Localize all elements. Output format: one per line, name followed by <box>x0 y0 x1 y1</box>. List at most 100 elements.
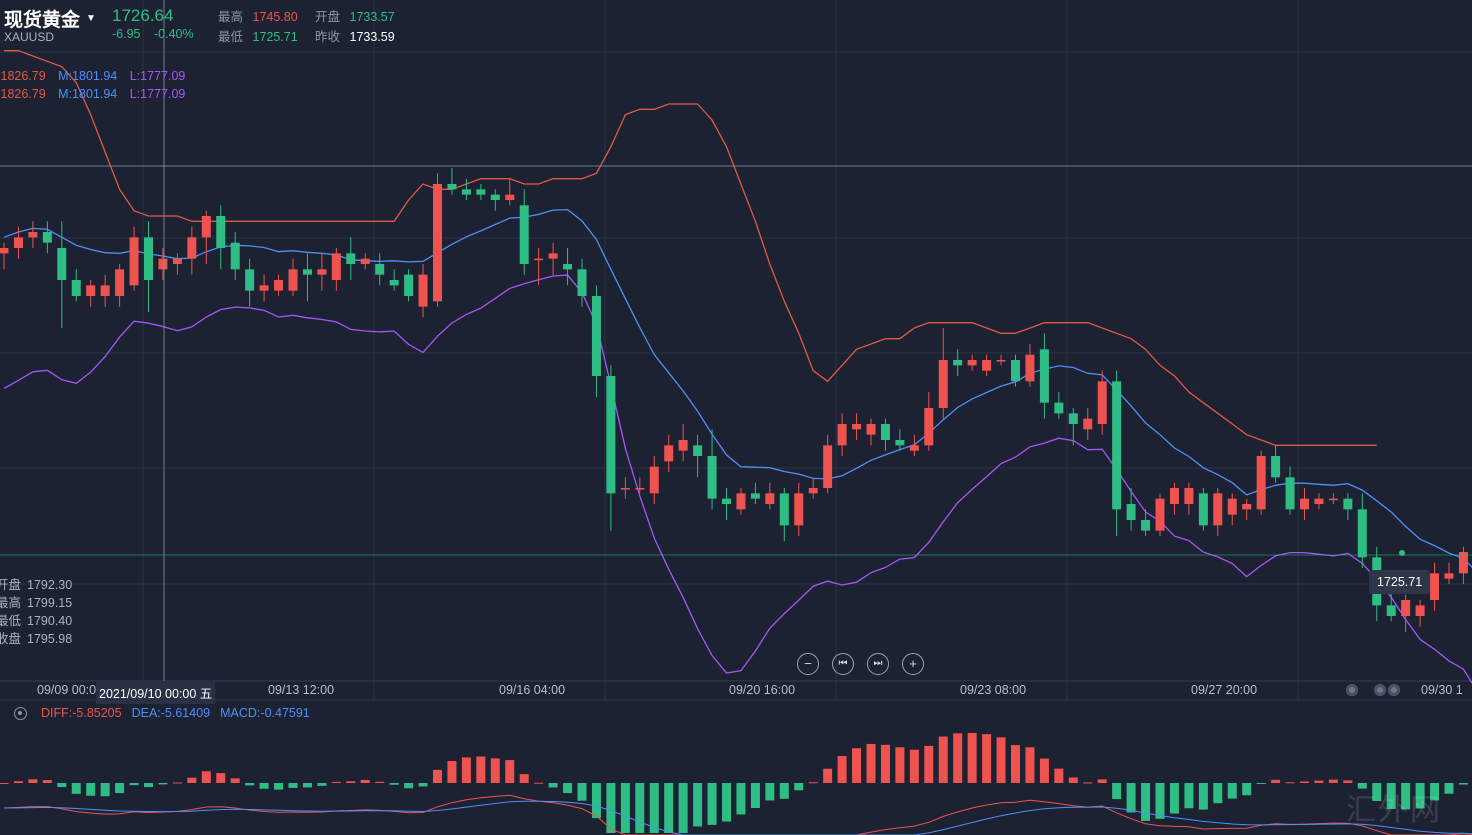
macd-bar <box>649 783 659 833</box>
candle-body <box>57 248 67 280</box>
macd-bar <box>1213 783 1223 804</box>
candle-body <box>895 440 905 446</box>
candle-body <box>1300 498 1309 510</box>
candle-body <box>100 285 110 296</box>
last-price-dot <box>1399 550 1405 556</box>
candle-body <box>996 360 1006 362</box>
candle-body <box>1083 418 1093 430</box>
candle-body <box>823 445 833 488</box>
macd-bar <box>519 774 529 783</box>
candle-body <box>866 424 876 435</box>
macd-bar <box>563 783 573 794</box>
scroll-end-button[interactable]: ⏭ <box>867 653 889 675</box>
candle-body <box>360 258 370 264</box>
macd-bar <box>274 783 284 790</box>
instrument-symbol: XAUUSD <box>4 30 55 44</box>
macd-bar <box>346 781 356 783</box>
settings-gear-icon[interactable] <box>14 706 27 720</box>
macd-bar <box>1227 783 1237 799</box>
candle-body <box>707 456 717 499</box>
ohlc-high: 最高 1799.15 <box>0 592 72 611</box>
candle-body <box>837 424 847 446</box>
macd-bar <box>982 734 992 783</box>
candle-body <box>1256 456 1266 510</box>
macd-bar <box>389 783 399 785</box>
macd-bar <box>967 733 977 783</box>
ohlc-open-label: 开盘 <box>0 578 22 592</box>
macd-bar <box>1285 782 1295 784</box>
scroll-dot-button[interactable] <box>1346 684 1358 696</box>
macd-bar <box>1198 783 1208 810</box>
macd-bar <box>1256 783 1266 784</box>
macd-bar <box>1011 745 1020 783</box>
candle-body <box>1430 573 1440 600</box>
candle-body <box>852 424 862 430</box>
candle-body <box>649 466 659 494</box>
macd-bar <box>230 778 240 783</box>
candle-body <box>1198 493 1208 526</box>
ohlc-close-label: 收盘 <box>0 632 22 646</box>
boll-lower-value: L:1777.09 <box>129 69 186 83</box>
macd-bar <box>1401 783 1411 810</box>
candle-body <box>808 488 818 494</box>
bollinger-bands <box>3 50 1472 685</box>
macd-bar <box>1039 758 1049 783</box>
macd-bar <box>909 749 919 783</box>
macd-bar <box>505 760 515 783</box>
macd-diff: DIFF:-5.85205 <box>41 706 122 720</box>
candle-body <box>548 253 558 259</box>
caret-down-icon: ▼ <box>86 13 96 24</box>
ohlc-high-label: 最高 <box>0 596 22 610</box>
macd-bar <box>201 771 211 783</box>
macd-bar <box>693 783 703 827</box>
candle-body <box>1097 381 1107 424</box>
macd-bar <box>548 783 558 788</box>
macd-bar <box>678 783 688 833</box>
macd-bar <box>1112 783 1122 800</box>
candle-body <box>375 264 385 275</box>
macd-bar <box>866 743 876 783</box>
macd-diff-line <box>3 794 1472 835</box>
candle-body <box>880 424 890 440</box>
macd-bar <box>490 758 500 783</box>
macd-bar <box>1300 781 1309 783</box>
candle-body <box>678 440 688 451</box>
candle-body <box>1054 402 1064 414</box>
boll-mid-line <box>3 208 1472 569</box>
stat-open-value: 1733.57 <box>349 10 395 24</box>
candle-body <box>404 274 414 296</box>
macd-bar <box>1430 783 1440 801</box>
macd-bar <box>1155 783 1165 819</box>
candle-body <box>288 269 298 291</box>
candle-body <box>591 296 601 376</box>
boll-mid-value: M:1801.94 <box>58 87 118 101</box>
macd-bar <box>86 783 96 796</box>
candle-body <box>418 274 428 307</box>
macd-bar <box>13 781 23 783</box>
macd-bar <box>1328 779 1338 783</box>
scroll-dot-button[interactable] <box>1388 684 1400 696</box>
macd-bar <box>476 756 486 783</box>
macd-bar <box>577 783 587 801</box>
macd-bar <box>1444 783 1454 794</box>
ohlc-low-value: 1790.40 <box>27 614 73 628</box>
macd-dea: DEA:-5.61409 <box>131 706 211 720</box>
candle-body <box>144 237 153 280</box>
candle-body <box>1039 349 1049 403</box>
macd-bar <box>1184 783 1194 809</box>
zoom-out-button[interactable]: − <box>797 653 819 675</box>
scroll-start-button[interactable]: ⏮ <box>832 653 854 675</box>
candle-body <box>1386 605 1396 616</box>
zoom-in-button[interactable]: + <box>902 653 924 675</box>
macd-bar <box>794 783 804 791</box>
macd-bar <box>591 783 601 819</box>
macd-bar <box>823 768 833 783</box>
stat-high-label: 最高 <box>218 10 244 24</box>
stat-low-label: 最低 <box>218 30 244 44</box>
instrument-selector[interactable]: 现货黄金 ▼ <box>4 5 96 32</box>
stat-low-value: 1725.71 <box>252 30 298 44</box>
scroll-dot-button[interactable] <box>1374 684 1386 696</box>
macd-bar <box>1083 782 1093 784</box>
macd-bar <box>302 783 312 788</box>
